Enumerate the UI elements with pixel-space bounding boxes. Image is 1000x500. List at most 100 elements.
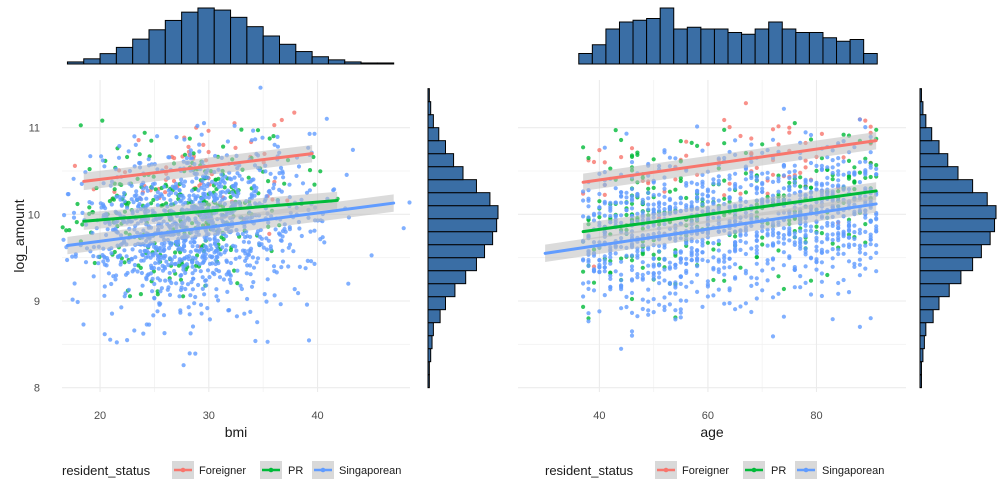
data-point [121, 194, 126, 199]
data-point [629, 277, 635, 282]
data-point [657, 263, 662, 268]
data-point [825, 249, 830, 254]
data-point [770, 227, 776, 232]
data-point [312, 131, 317, 136]
data-point [722, 256, 727, 261]
legend-label: Foreigner [199, 465, 246, 477]
data-point [282, 181, 287, 186]
data-point [841, 251, 846, 256]
data-point [602, 160, 607, 165]
side-histogram-bar [427, 296, 446, 311]
data-point [148, 255, 153, 260]
data-point [874, 224, 879, 229]
data-point [369, 253, 374, 258]
data-point [781, 314, 787, 319]
data-point [711, 196, 716, 201]
data-point [640, 272, 645, 277]
data-point [662, 186, 667, 191]
data-point [846, 170, 852, 175]
data-point [846, 259, 852, 264]
legend-item-singaporean: Singaporean [795, 461, 884, 479]
data-point [122, 260, 127, 265]
side-histogram-bar [427, 179, 477, 194]
data-point [182, 137, 187, 142]
data-point [190, 271, 195, 276]
data-point [787, 238, 792, 243]
data-point [187, 351, 192, 356]
x-tick-label: 30 [203, 410, 215, 422]
data-point [184, 262, 189, 267]
data-point [101, 254, 107, 259]
data-point [131, 200, 136, 205]
data-point [74, 220, 79, 225]
data-point [240, 248, 246, 253]
data-point [113, 277, 118, 282]
data-point [814, 238, 819, 243]
data-point [166, 155, 171, 160]
data-point [602, 145, 607, 150]
data-point [629, 290, 635, 296]
data-point [312, 182, 317, 187]
data-point [613, 186, 618, 191]
data-point [798, 175, 803, 180]
top-histogram-bar [863, 53, 878, 65]
data-point [173, 186, 178, 191]
data-point [257, 234, 262, 239]
data-point [155, 203, 160, 208]
data-point [192, 301, 197, 306]
data-point [60, 225, 65, 230]
data-point [857, 262, 863, 267]
data-point [581, 198, 586, 203]
data-point [169, 261, 174, 266]
data-point [743, 232, 749, 237]
data-point [272, 142, 277, 147]
data-point [586, 204, 591, 209]
data-point [214, 254, 219, 259]
data-point [700, 304, 705, 309]
data-point [304, 302, 310, 307]
data-point [169, 257, 174, 262]
data-point [857, 227, 863, 232]
data-point [206, 195, 211, 200]
side-histogram-bar [919, 361, 922, 376]
data-point [836, 162, 841, 167]
side-histogram-bar [919, 140, 940, 155]
data-point [857, 324, 863, 329]
data-point [267, 231, 272, 236]
data-point [673, 291, 678, 296]
data-point [152, 296, 157, 301]
data-point [863, 168, 868, 173]
data-point [646, 299, 651, 304]
data-point [684, 203, 689, 208]
data-point [803, 249, 808, 254]
data-point [749, 283, 754, 288]
data-point [156, 260, 161, 265]
side-histogram-bar [427, 244, 486, 259]
top-histogram-bar [83, 58, 101, 65]
data-point [586, 316, 591, 321]
data-point [629, 253, 635, 258]
data-point [318, 169, 323, 174]
data-point [179, 181, 184, 186]
data-point [169, 280, 174, 286]
data-point [292, 287, 297, 292]
data-point [754, 255, 759, 260]
data-point [640, 306, 645, 312]
data-point [629, 329, 635, 334]
data-point [841, 155, 846, 160]
data-point [221, 144, 226, 149]
data-point [678, 178, 683, 184]
top-histogram-bar [659, 7, 675, 65]
data-point [678, 298, 683, 303]
data-point [619, 200, 624, 205]
data-point [803, 165, 808, 170]
data-point [624, 131, 629, 136]
data-point [781, 106, 787, 111]
data-point [657, 270, 662, 275]
top-histogram-bar [727, 32, 743, 65]
data-point [863, 125, 868, 130]
side-histogram-bar [919, 101, 924, 116]
data-point [619, 137, 624, 143]
data-point [662, 201, 667, 206]
data-point [673, 317, 678, 322]
